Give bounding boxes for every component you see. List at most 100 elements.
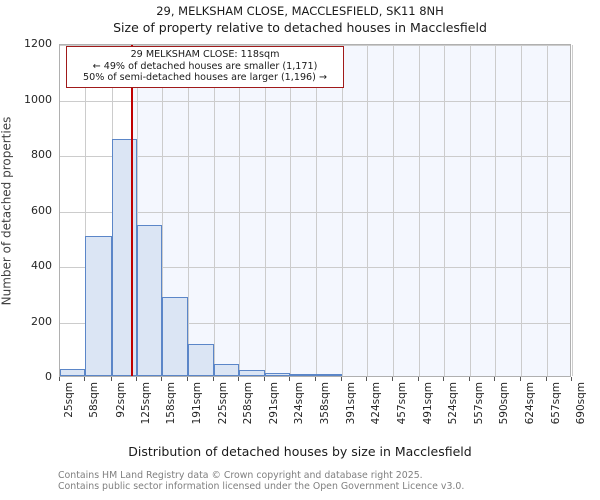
histogram-bar xyxy=(187,344,214,376)
y-axis-tick-label: 600 xyxy=(31,203,52,217)
y-axis-tick-label: 1200 xyxy=(24,37,52,50)
x-axis-tickmark xyxy=(545,377,547,381)
gridline-vertical xyxy=(495,45,496,376)
x-axis-tickmark xyxy=(161,377,163,381)
histogram-bar xyxy=(111,138,137,376)
x-axis-tickmark xyxy=(212,377,214,381)
gridline-vertical xyxy=(264,45,266,376)
gridline-vertical xyxy=(316,45,318,376)
histogram-bar xyxy=(60,369,86,376)
gridline-vertical xyxy=(572,45,573,376)
annotation-line-1: 29 MELKSHAM CLOSE: 118sqm xyxy=(130,49,280,60)
x-axis-tick-label: 92sqm xyxy=(114,382,127,418)
x-axis-tickmark xyxy=(571,377,572,381)
gridline-vertical xyxy=(213,45,215,376)
x-axis-tickmark xyxy=(110,377,112,381)
x-axis-tick-label: 258sqm xyxy=(242,382,255,425)
gridline-vertical xyxy=(136,45,138,376)
x-axis-tick-label: 557sqm xyxy=(472,382,485,425)
footer-line-1: Contains HM Land Registry data © Crown c… xyxy=(58,470,423,481)
x-axis-tickmark xyxy=(468,377,470,381)
gridline-vertical xyxy=(85,45,87,376)
x-axis-tickmark xyxy=(84,377,86,381)
histogram-bar xyxy=(290,374,317,376)
gridline-vertical xyxy=(367,45,369,376)
gridline-horizontal xyxy=(60,45,570,46)
upper-range-shading xyxy=(131,45,570,376)
histogram-bar xyxy=(239,370,265,376)
gridline-vertical xyxy=(469,45,471,376)
gridline-horizontal xyxy=(60,100,570,102)
gridline-horizontal xyxy=(60,156,570,157)
histogram-bar xyxy=(162,296,188,376)
gridline-vertical xyxy=(521,45,523,376)
x-axis-tick-label: 324sqm xyxy=(293,382,306,425)
x-axis-ticks: 25sqm 58sqm 92sqm 125sqm 158sqm 191sqm 225sqm 2… xyxy=(59,380,587,442)
gridline-vertical xyxy=(418,45,420,376)
histogram-bar xyxy=(136,224,163,376)
gridline-vertical xyxy=(187,45,189,376)
x-axis-tick-label: 391sqm xyxy=(344,382,357,425)
x-axis-tick-label: 125sqm xyxy=(139,382,152,425)
x-axis-tickmark xyxy=(315,377,317,381)
attribution-footer: Contains HM Land Registry data © Crown c… xyxy=(58,470,578,492)
x-axis-tickmark xyxy=(263,377,265,381)
annotation-box: 29 MELKSHAM CLOSE: 118sqm ← 49% of detac… xyxy=(66,46,344,88)
x-axis-tickmark xyxy=(238,377,240,381)
annotation-line-3: 50% of semi-detached houses are larger (… xyxy=(83,72,327,84)
x-axis-tick-label: 590sqm xyxy=(498,382,510,425)
gridline-vertical xyxy=(392,45,394,376)
x-axis-tick-label: 25sqm xyxy=(63,382,75,418)
histogram-bar xyxy=(316,374,342,376)
x-axis-tickmark xyxy=(59,377,60,381)
x-axis-tick-label: 524sqm xyxy=(447,382,460,425)
gridline-horizontal xyxy=(60,322,570,324)
gridline-vertical xyxy=(162,45,164,376)
x-axis-tickmark xyxy=(443,377,445,381)
property-size-marker-line xyxy=(130,45,133,376)
gridline-vertical xyxy=(239,45,241,376)
x-axis-tick-label: 58sqm xyxy=(88,382,101,418)
x-axis-tick-label: 690sqm xyxy=(575,382,587,425)
histogram-bars xyxy=(60,45,570,376)
x-axis-tickmark xyxy=(417,377,419,381)
page-title: 29, MELKSHAM CLOSE, MACCLESFIELD, SK11 8… xyxy=(156,4,444,18)
x-axis-tick-label: 624sqm xyxy=(524,382,537,425)
x-axis-tickmark xyxy=(289,377,291,381)
x-axis-tickmark xyxy=(391,377,393,381)
y-axis-label-text: Number of detached properties xyxy=(0,116,13,305)
y-axis-tick-label: 400 xyxy=(31,259,52,272)
histogram-bar xyxy=(213,363,240,376)
x-axis-tickmark xyxy=(135,377,137,381)
x-axis-tick-label: 491sqm xyxy=(421,382,434,425)
x-axis-tickmark xyxy=(186,377,188,381)
y-axis-tick-label: 1000 xyxy=(24,92,52,106)
x-axis-tick-label: 358sqm xyxy=(319,382,332,425)
chart-subtitle: Size of property relative to detached ho… xyxy=(113,20,487,35)
x-axis-tick-label: 657sqm xyxy=(549,382,562,425)
y-axis-label: Number of detached properties xyxy=(0,44,14,377)
gridline-vertical xyxy=(341,45,343,376)
annotation-line-2: ← 49% of detached houses are smaller (1,… xyxy=(92,60,318,72)
y-axis-tick-label: 200 xyxy=(31,314,52,328)
chart-title-block: 29, MELKSHAM CLOSE, MACCLESFIELD, SK11 8… xyxy=(0,4,600,36)
y-axis-tick-label: 800 xyxy=(31,148,52,161)
gridline-vertical xyxy=(290,45,292,376)
gridline-vertical xyxy=(444,45,446,376)
x-axis-tickmark xyxy=(366,377,368,381)
x-axis-tickmark xyxy=(520,377,522,381)
x-axis-tick-label: 457sqm xyxy=(395,382,408,425)
y-axis-tick-label: 0 xyxy=(45,370,52,383)
gridline-horizontal xyxy=(60,267,570,268)
x-axis-tickmark xyxy=(340,377,342,381)
x-axis-tick-label: 191sqm xyxy=(190,382,203,425)
x-axis-tick-label: 424sqm xyxy=(370,382,383,425)
gridline-horizontal xyxy=(60,211,570,213)
x-axis-tickmark xyxy=(494,377,495,381)
x-axis-label: Distribution of detached houses by size … xyxy=(128,444,472,459)
gridline-vertical xyxy=(546,45,548,376)
x-axis-tick-label: 291sqm xyxy=(267,382,280,425)
x-axis-tick-label: 158sqm xyxy=(165,382,178,425)
plot-area xyxy=(59,44,573,377)
